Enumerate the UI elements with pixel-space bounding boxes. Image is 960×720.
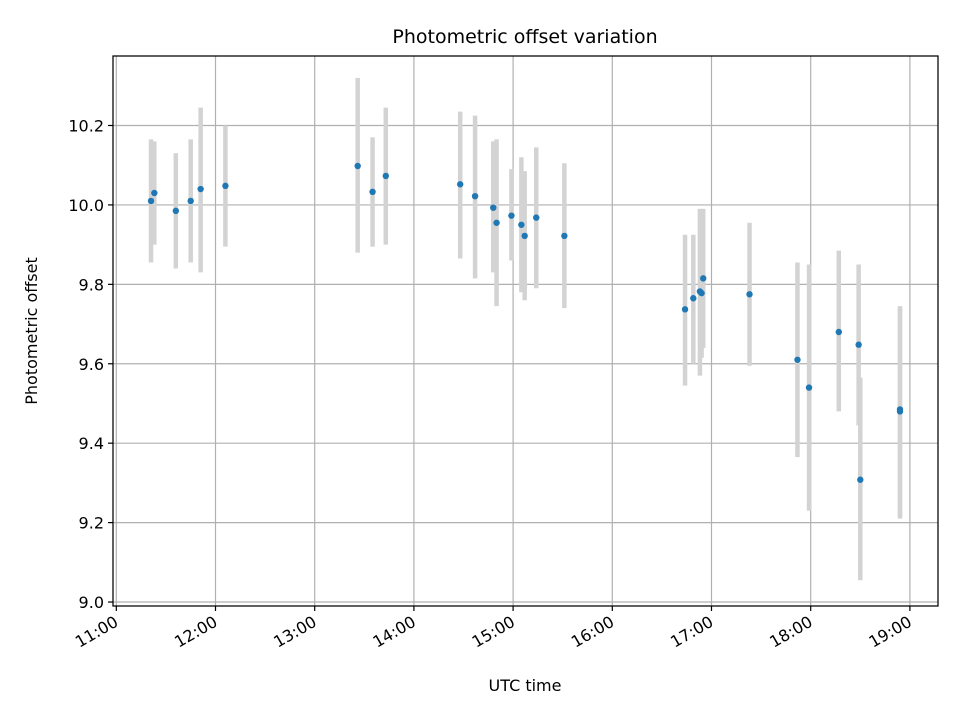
data-point bbox=[521, 232, 528, 240]
data-point bbox=[794, 356, 801, 363]
data-point bbox=[746, 291, 753, 298]
y-axis-label: Photometric offset bbox=[22, 257, 41, 405]
data-point bbox=[151, 189, 158, 197]
data-point bbox=[147, 197, 155, 205]
data-point bbox=[490, 204, 497, 211]
data-point bbox=[700, 275, 707, 282]
data-point bbox=[508, 212, 515, 219]
data-point bbox=[533, 214, 540, 221]
data-point bbox=[172, 207, 180, 215]
y-tick-label: 9.8 bbox=[79, 275, 104, 294]
data-point bbox=[855, 341, 862, 348]
y-tick-label: 9.4 bbox=[79, 434, 104, 453]
data-point bbox=[187, 197, 194, 205]
y-tick-label: 9.2 bbox=[79, 514, 104, 533]
y-axis-ticks: 9.0 9.2 9.4 9.6 9.8 10.0 10.2 bbox=[68, 116, 113, 612]
y-tick-label: 10.2 bbox=[68, 116, 104, 135]
chart-title: Photometric offset variation bbox=[392, 26, 657, 48]
data-point bbox=[493, 219, 500, 226]
data-point bbox=[456, 181, 464, 188]
plot-frame bbox=[112, 55, 939, 607]
data-point bbox=[690, 295, 697, 302]
data-point bbox=[369, 188, 376, 196]
data-point bbox=[698, 289, 705, 297]
data-point bbox=[197, 185, 204, 193]
data-points bbox=[147, 162, 904, 483]
data-point bbox=[561, 232, 568, 240]
data-point bbox=[382, 172, 389, 180]
data-point bbox=[805, 384, 813, 391]
x-axis-label: UTC time bbox=[489, 676, 562, 695]
data-point bbox=[222, 182, 229, 190]
data-point bbox=[857, 476, 864, 483]
y-tick-label: 9.6 bbox=[79, 355, 104, 374]
data-point bbox=[518, 221, 525, 228]
data-point bbox=[681, 306, 689, 313]
y-tick-label: 10.0 bbox=[68, 196, 104, 215]
data-point bbox=[835, 328, 843, 336]
data-point bbox=[896, 406, 904, 413]
y-tick-label: 9.0 bbox=[79, 593, 104, 612]
data-point bbox=[354, 162, 361, 170]
data-point bbox=[471, 192, 479, 200]
